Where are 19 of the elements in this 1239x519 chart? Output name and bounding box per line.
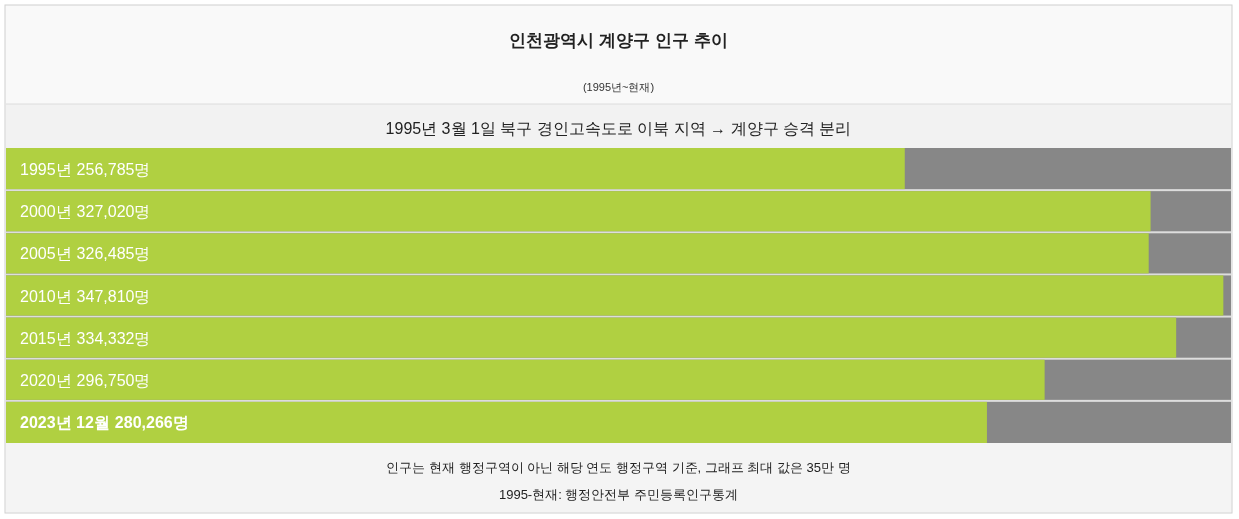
data-label: 327,020명	[76, 203, 151, 221]
text: 1995년 3월 1일 북구 경인고속도로 이북 지역 → 계양구 승격 분리	[385, 120, 852, 137]
chart-subtitle: (1995년~현재)	[582, 81, 655, 93]
data-label: 280,266명	[114, 414, 189, 432]
text: 1995-현재: 행정안전부 주민등록인구통계	[498, 487, 739, 502]
data-label: 256,785명	[76, 160, 151, 178]
y-tick-label: 1995년	[20, 160, 72, 178]
y-tick-label: 2015년	[20, 329, 72, 347]
data-label: 334,332명	[76, 329, 151, 347]
y-tick-label: 2020년	[20, 371, 72, 389]
data-label: 296,750명	[76, 371, 151, 389]
chart-title: 인천광역시 계양구 인구 추이	[509, 31, 728, 50]
data-label: 347,810명	[76, 287, 151, 305]
y-tick-label: 2010년	[20, 287, 72, 305]
y-tick-label: 2005년	[20, 245, 72, 263]
y-tick-label: 2023년 12월	[20, 414, 110, 432]
data-label: 326,485명	[76, 245, 151, 263]
y-tick-label: 2000년	[20, 203, 72, 221]
text: 인구는 현재 행정구역이 아닌 해당 연도 행정구역 기준, 그래프 최대 값은 35만 명	[386, 460, 851, 475]
